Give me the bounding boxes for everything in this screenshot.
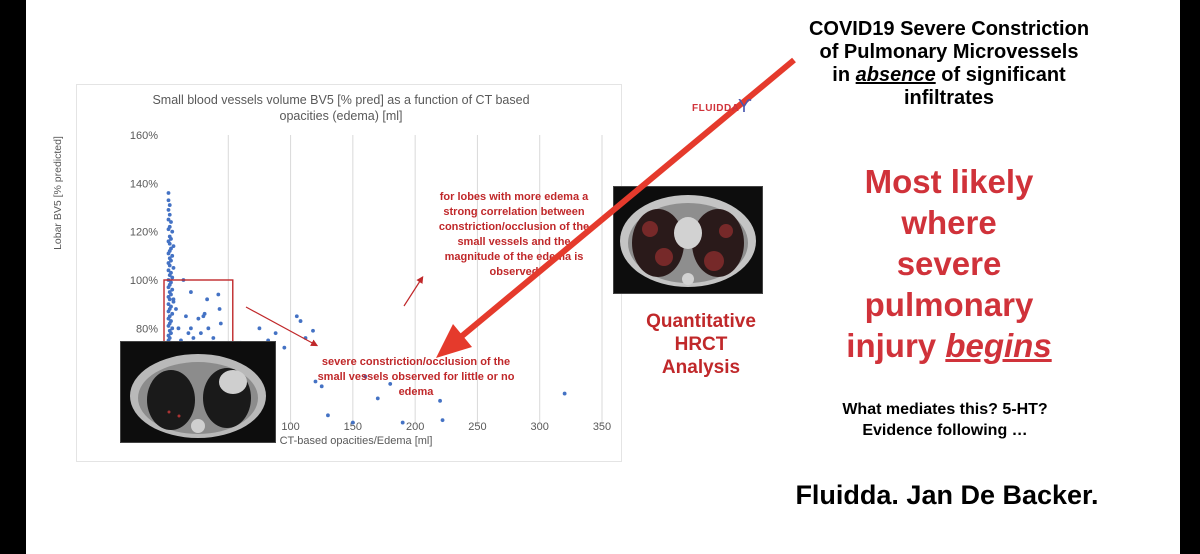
- data-point: [166, 324, 171, 328]
- data-point: [167, 273, 172, 278]
- byline: Fluidda. Jan De Backer.: [795, 480, 1099, 510]
- data-point: [171, 266, 176, 270]
- data-point: [313, 379, 318, 384]
- fluidda-logo: FLUIDDA: [692, 103, 740, 114]
- data-point: [273, 331, 278, 336]
- y-tick-label: 160%: [130, 130, 158, 142]
- data-point: [176, 326, 181, 331]
- data-point: [198, 331, 203, 336]
- data-point: [166, 191, 171, 195]
- data-point: [438, 398, 442, 403]
- y-tick-label: 80%: [136, 323, 158, 335]
- data-point: [326, 413, 330, 418]
- x-tick-label: 200: [406, 421, 424, 433]
- x-tick-label: 350: [593, 421, 611, 433]
- data-point: [562, 391, 567, 396]
- data-point: [169, 220, 173, 224]
- data-point: [216, 292, 221, 297]
- data-point: [189, 326, 193, 331]
- fluidda-logo-mark-icon: Ƴ: [738, 96, 752, 116]
- data-point: [166, 316, 171, 321]
- data-point: [170, 275, 175, 280]
- data-point: [205, 297, 210, 302]
- ct-scan-image-edema: [613, 186, 763, 294]
- data-point: [166, 251, 171, 256]
- x-tick-label: 150: [344, 421, 362, 433]
- data-point: [388, 382, 393, 386]
- data-point: [170, 229, 175, 234]
- data-point: [167, 263, 172, 268]
- annotation-constriction: severe constriction/occlusion of the sma…: [317, 356, 515, 398]
- data-point: [166, 309, 171, 314]
- data-point: [166, 208, 171, 212]
- slide-header: COVID19 Severe Constriction of Pulmonary…: [808, 18, 1090, 109]
- data-point: [171, 297, 176, 302]
- data-point: [169, 292, 173, 297]
- data-point: [169, 237, 173, 241]
- data-point: [311, 328, 315, 333]
- data-point: [170, 326, 175, 331]
- hrct-label: Quantitative HRCT Analysis: [646, 311, 756, 378]
- ct-scan-image-low-edema: [120, 341, 276, 443]
- data-point: [166, 227, 171, 232]
- data-point: [400, 420, 405, 425]
- data-point: [166, 217, 171, 222]
- data-point: [282, 345, 287, 350]
- data-point: [257, 326, 262, 331]
- emphasis-begins: begins: [945, 327, 1052, 364]
- data-point: [174, 307, 178, 311]
- data-point: [170, 311, 175, 316]
- x-tick-label: 100: [281, 421, 299, 433]
- data-point: [196, 316, 201, 321]
- y-tick-label: 140%: [130, 178, 158, 190]
- data-point: [167, 212, 172, 217]
- most-likely-statement: Most likely where severe pulmonary injur…: [846, 163, 1052, 364]
- chart-title: Small blood vessels volume BV5 [% pred] …: [152, 93, 530, 123]
- data-point: [171, 244, 176, 249]
- data-point: [184, 314, 188, 319]
- data-point: [363, 374, 368, 379]
- data-point: [217, 307, 222, 311]
- data-point: [167, 241, 172, 246]
- data-point: [169, 331, 173, 336]
- data-point: [167, 297, 172, 302]
- data-point: [170, 287, 175, 292]
- data-point: [170, 253, 175, 258]
- question-text: What mediates this? 5-HT? Evidence follo…: [842, 401, 1048, 439]
- data-point: [294, 314, 299, 319]
- data-point: [211, 336, 216, 340]
- x-tick-label: 300: [531, 421, 549, 433]
- data-point: [186, 331, 191, 336]
- data-point: [375, 396, 380, 401]
- data-point: [218, 321, 223, 326]
- slide: 40%60%80%100%120%140%160%100150200250300…: [26, 0, 1180, 554]
- data-point: [167, 203, 172, 207]
- data-point: [191, 336, 196, 340]
- data-point: [189, 290, 193, 294]
- x-tick-label: 250: [468, 421, 486, 433]
- data-point: [440, 418, 445, 423]
- data-point: [166, 285, 171, 290]
- y-axis-label: Lobar BV5 [% predicted]: [52, 136, 64, 250]
- data-point: [319, 384, 324, 389]
- annotation-edema-correlation: for lobes with more edema a strong corre…: [438, 191, 590, 278]
- data-point: [298, 319, 303, 323]
- y-tick-label: 120%: [130, 227, 158, 239]
- data-point: [303, 336, 308, 340]
- data-point: [202, 311, 207, 316]
- x-axis-label: CT-based opacities/Edema [ml]: [279, 435, 433, 447]
- emphasis-absence: absence: [855, 64, 936, 86]
- data-point: [169, 258, 173, 263]
- data-point: [166, 268, 171, 273]
- data-point: [166, 302, 171, 307]
- data-point: [166, 198, 171, 203]
- y-tick-label: 100%: [130, 275, 158, 287]
- data-point: [206, 326, 211, 331]
- data-point: [350, 420, 355, 425]
